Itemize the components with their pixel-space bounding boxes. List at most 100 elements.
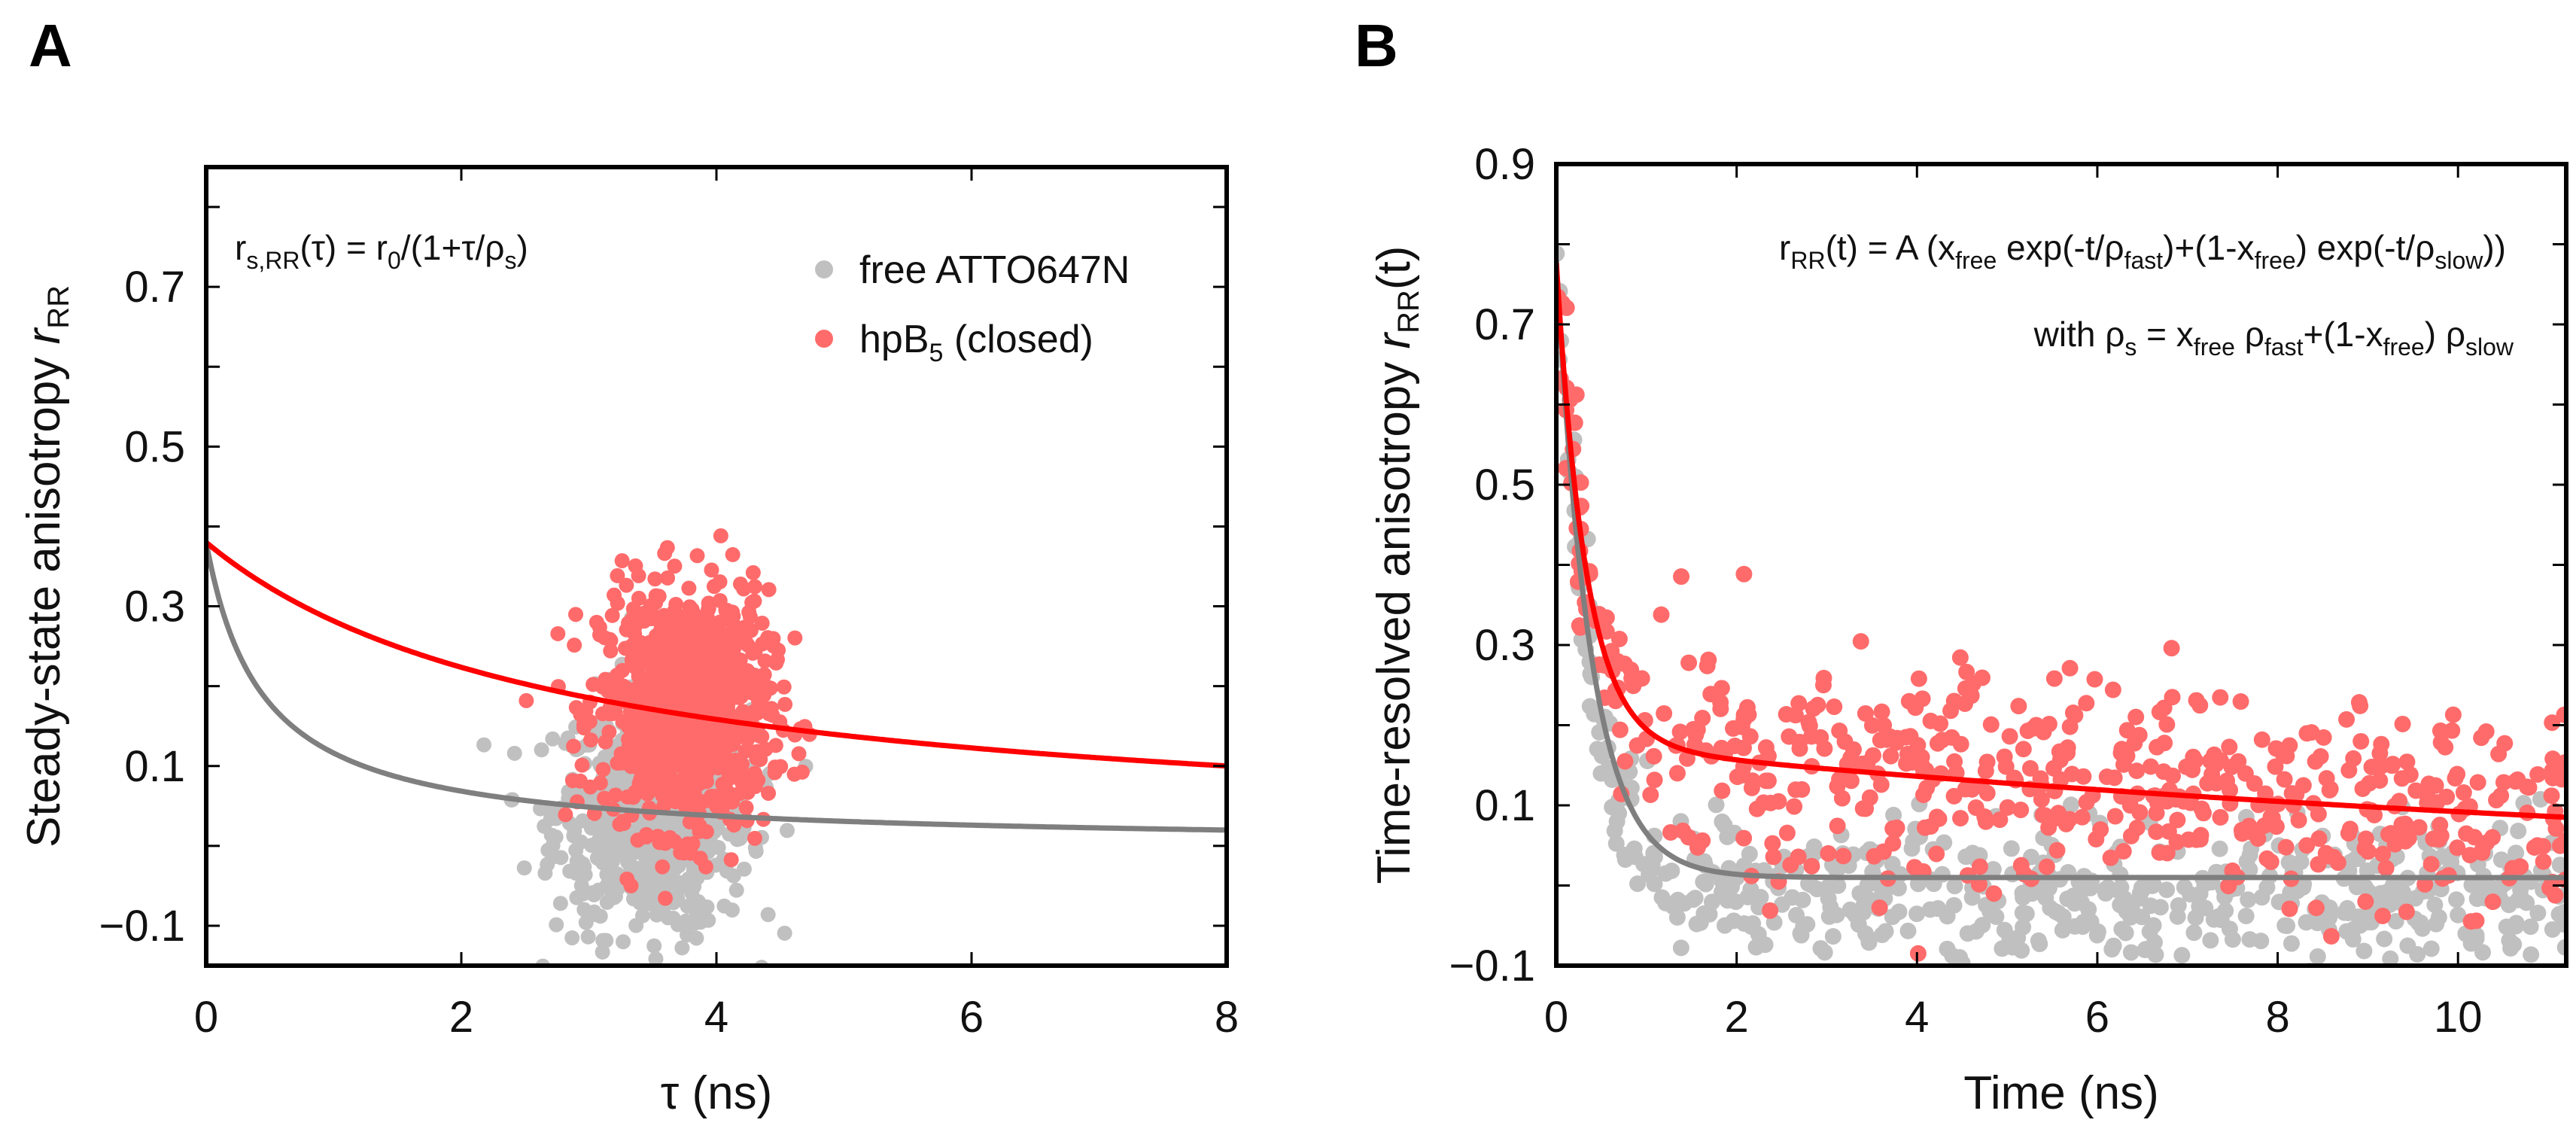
closed-point [1778,824,1796,841]
closed-point [558,807,573,823]
closed-point [1757,772,1775,790]
free-point [2376,930,2393,948]
closed-point [628,558,643,574]
closed-point [2295,777,2312,794]
closed-point [738,800,754,816]
closed-point [747,593,762,609]
free-point [1629,875,1647,893]
closed-point [1996,748,2013,765]
y-tick-label: 0.3 [124,583,185,631]
free-point [506,745,522,761]
free-point [1945,896,1963,914]
free-point [1929,900,1946,917]
closed-point [2398,903,2415,920]
free-point [777,925,792,941]
closed-point [2366,807,2383,824]
closed-point [1656,704,1673,722]
closed-point [2155,699,2173,717]
closed-point [698,774,714,790]
closed-point [716,631,731,647]
closed-point [1800,714,1817,731]
free-point [568,842,584,858]
closed-point [1735,829,1753,847]
free-point [2040,879,2057,896]
y-label-sub: RR [1392,290,1425,333]
closed-point [2496,735,2514,752]
closed-point [719,684,735,700]
closed-point [1816,740,1833,757]
legend-label-free: free ATTO647N [859,248,1130,292]
free-point [655,812,671,828]
closed-point [737,620,753,636]
free-point [2211,840,2228,857]
free-point [2426,896,2444,914]
closed-point [1791,740,1808,757]
free-point [2382,950,2399,966]
free-point [2399,937,2416,954]
free-point [1820,890,1837,907]
closed-point [756,667,772,683]
free-point [580,929,596,945]
formula-text: with ρ [2033,315,2125,354]
closed-point [2019,723,2036,740]
y-tick-label: 0.5 [124,422,185,471]
free-point [634,908,650,924]
free-point [2309,948,2326,965]
free-point [1708,796,1725,814]
closed-point [2543,787,2560,805]
closed-point [2102,849,2119,866]
closed-point [1700,651,1717,668]
closed-point [2061,811,2079,828]
closed-point [2397,815,2414,832]
closed-point [777,696,793,712]
closed-point [2163,640,2180,657]
free-point [657,872,673,888]
closed-point [2237,765,2254,782]
free-point [2529,905,2547,922]
closed-point [1973,669,1991,686]
closed-point [657,546,673,561]
y-label-sub: RR [42,285,75,329]
closed-point [2262,854,2279,871]
closed-point [1945,787,1963,805]
closed-point [621,789,637,805]
closed-point [2422,856,2440,873]
free-point [1657,865,1674,882]
closed-point [2034,806,2051,823]
y-tick-label: −0.1 [1449,942,1536,990]
free-point [2448,891,2465,908]
free-point [617,1047,632,1062]
closed-point [1902,728,1919,745]
free-point [1606,822,1623,839]
closed-point [2469,774,2486,791]
free-point [616,934,631,950]
free-point [2149,972,2165,989]
closed-point [601,675,616,691]
closed-point [2307,899,2325,917]
free-point [534,742,549,758]
free-point [1903,840,1921,857]
free-point [549,917,564,933]
free-point [564,930,580,946]
closed-point [2322,927,2340,945]
free-point [2241,846,2258,863]
closed-point [1882,747,1899,765]
closed-point [2040,715,2057,732]
free-point [2240,891,2257,908]
closed-point [576,720,592,736]
closed-point [1915,787,1932,804]
closed-point [1725,720,1742,737]
free-point [1695,873,1712,890]
free-point [2474,944,2492,961]
formula-text: = x [2137,315,2193,354]
closed-point [1673,568,1690,586]
free-point [2009,930,2027,947]
x-tick-label: 0 [1544,993,1568,1042]
closed-point [754,698,770,714]
closed-point [660,570,676,586]
closed-point [747,765,762,781]
free-point [631,865,646,881]
closed-point [2212,808,2229,826]
free-point [1820,908,1838,925]
closed-point [2118,747,2136,765]
